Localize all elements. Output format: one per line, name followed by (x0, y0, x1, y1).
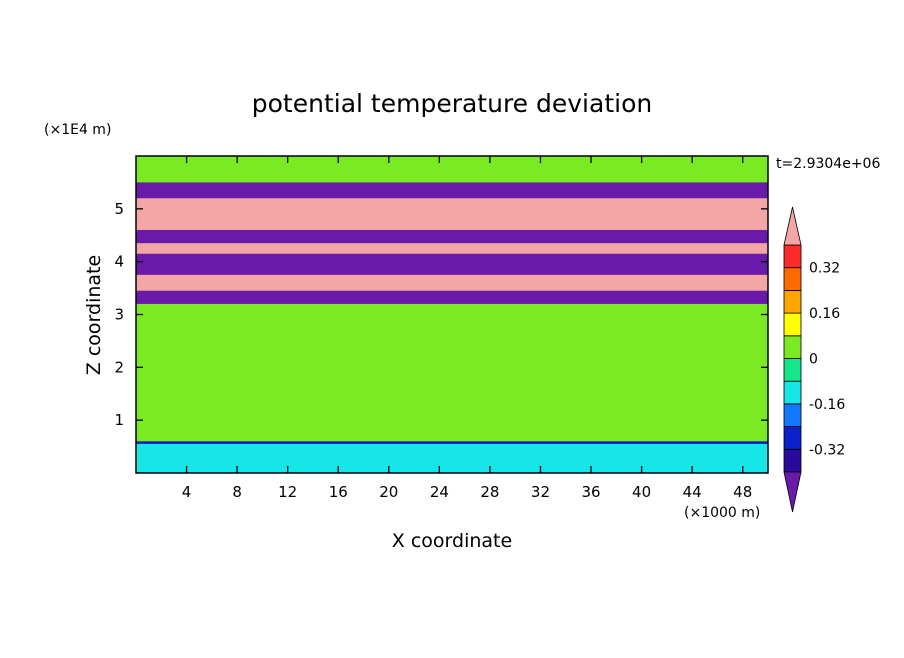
field-band (136, 290, 768, 305)
colorbar-segment (783, 426, 802, 450)
x-axis-title: X coordinate (392, 530, 512, 552)
x-tick-label: 28 (480, 483, 499, 501)
field-band (136, 367, 768, 442)
y-tick-label: 5 (114, 200, 124, 218)
field-band (136, 229, 768, 244)
y-axis-title: Z coordinate (83, 255, 105, 375)
colorbar-segment (783, 448, 802, 473)
y-tick-label: 3 (114, 306, 124, 324)
field-band (136, 274, 768, 292)
x-tick-label: 12 (278, 483, 297, 501)
colorbar-extend-top (783, 206, 802, 246)
plot-area (136, 156, 768, 473)
colorbar-segment (783, 312, 802, 337)
x-tick-label: 20 (379, 483, 398, 501)
field-band (136, 443, 768, 473)
field-band (136, 253, 768, 276)
colorbar-tick-label: 0.16 (809, 306, 840, 322)
colorbar-tick-label: -0.32 (809, 442, 845, 458)
colorbar-segment (783, 358, 802, 382)
colorbar-tick-label: 0 (809, 352, 818, 368)
y-tick-label: 1 (114, 411, 124, 429)
colorbar-segment (783, 380, 802, 405)
field-band (136, 441, 768, 445)
field-band (136, 156, 768, 162)
x-tick-label: 24 (430, 483, 449, 501)
colorbar-segment (783, 335, 802, 359)
x-tick-label: 40 (632, 483, 651, 501)
x-tick-label: 36 (581, 483, 600, 501)
x-axis: 4 8 12 16 20 24 28 32 36 40 44 48 (182, 156, 752, 501)
y-tick-label: 4 (114, 253, 124, 271)
x-tick-label: 16 (329, 483, 348, 501)
field-band (136, 198, 768, 205)
colorbar-segment (783, 403, 802, 427)
x-tick-label: 48 (733, 483, 752, 501)
time-label: t=2.9304e+06 (776, 156, 880, 172)
chart-title: potential temperature deviation (252, 89, 652, 118)
colorbar-tick-label: -0.16 (809, 397, 845, 413)
x-tick-label: 8 (232, 483, 242, 501)
field-band (136, 161, 768, 184)
colorbar-segment (783, 289, 802, 314)
colorbar: 0.32 0.16 0 -0.16 -0.32 (783, 206, 845, 513)
field-band (136, 203, 768, 231)
y-axis: 1 2 3 4 5 (114, 200, 768, 429)
field-band (136, 335, 768, 368)
field-band (136, 182, 768, 199)
colorbar-extend-bottom (783, 471, 802, 513)
y-unit-label: (×1E4 m) (44, 122, 111, 138)
y-tick-label: 2 (114, 358, 124, 376)
field-band (136, 303, 768, 337)
colorbar-segment (783, 267, 802, 291)
x-tick-label: 44 (683, 483, 702, 501)
x-tick-label: 4 (182, 483, 192, 501)
colorbar-segment (783, 244, 802, 269)
field-band (136, 243, 768, 255)
colorbar-tick-label: 0.32 (809, 261, 840, 277)
x-unit-label: (×1000 m) (684, 505, 760, 521)
x-tick-label: 32 (531, 483, 550, 501)
